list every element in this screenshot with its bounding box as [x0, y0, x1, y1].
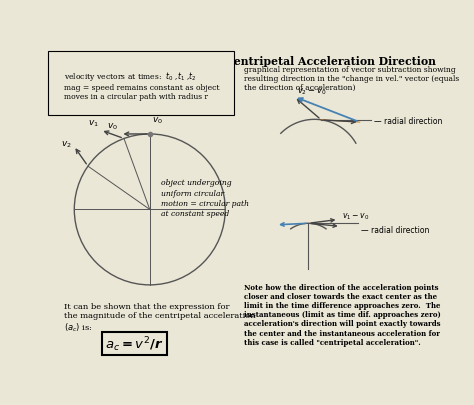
Text: $v_2 - v_0$: $v_2 - v_0$: [297, 87, 327, 97]
Text: — radial direction: — radial direction: [361, 226, 429, 234]
Text: $v_0$: $v_0$: [152, 115, 163, 126]
Text: $v_0$: $v_0$: [107, 121, 118, 132]
Text: $v_1 - v_0$: $v_1 - v_0$: [342, 211, 369, 222]
Text: object undergoing
uniform circular
motion = circular path
at constant speed: object undergoing uniform circular motio…: [161, 179, 249, 218]
Text: $v_1$: $v_1$: [88, 118, 99, 128]
FancyBboxPatch shape: [102, 332, 167, 355]
Text: $\boldsymbol{a_c = v^2/r}$: $\boldsymbol{a_c = v^2/r}$: [105, 334, 164, 353]
Text: velocity vectors at times:  $t_0$ ,$t_1$ ,$t_2$
mag = speed remains constant as : velocity vectors at times: $t_0$ ,$t_1$ …: [64, 69, 219, 101]
Text: graphical representation of vector subtraction showing
resulting direction in th: graphical representation of vector subtr…: [244, 66, 459, 92]
Text: Note how the direction of the acceleration points
closer and closer towards the : Note how the direction of the accelerati…: [244, 283, 440, 346]
Text: Graphical Representation of Centripetal Acceleration Direction: Graphical Representation of Centripetal …: [49, 56, 437, 67]
Text: — radial direction: — radial direction: [374, 117, 442, 126]
Text: $v_2$: $v_2$: [62, 139, 72, 149]
Text: It can be shown that the expression for
the magnitude of the centripetal acceler: It can be shown that the expression for …: [64, 302, 255, 333]
